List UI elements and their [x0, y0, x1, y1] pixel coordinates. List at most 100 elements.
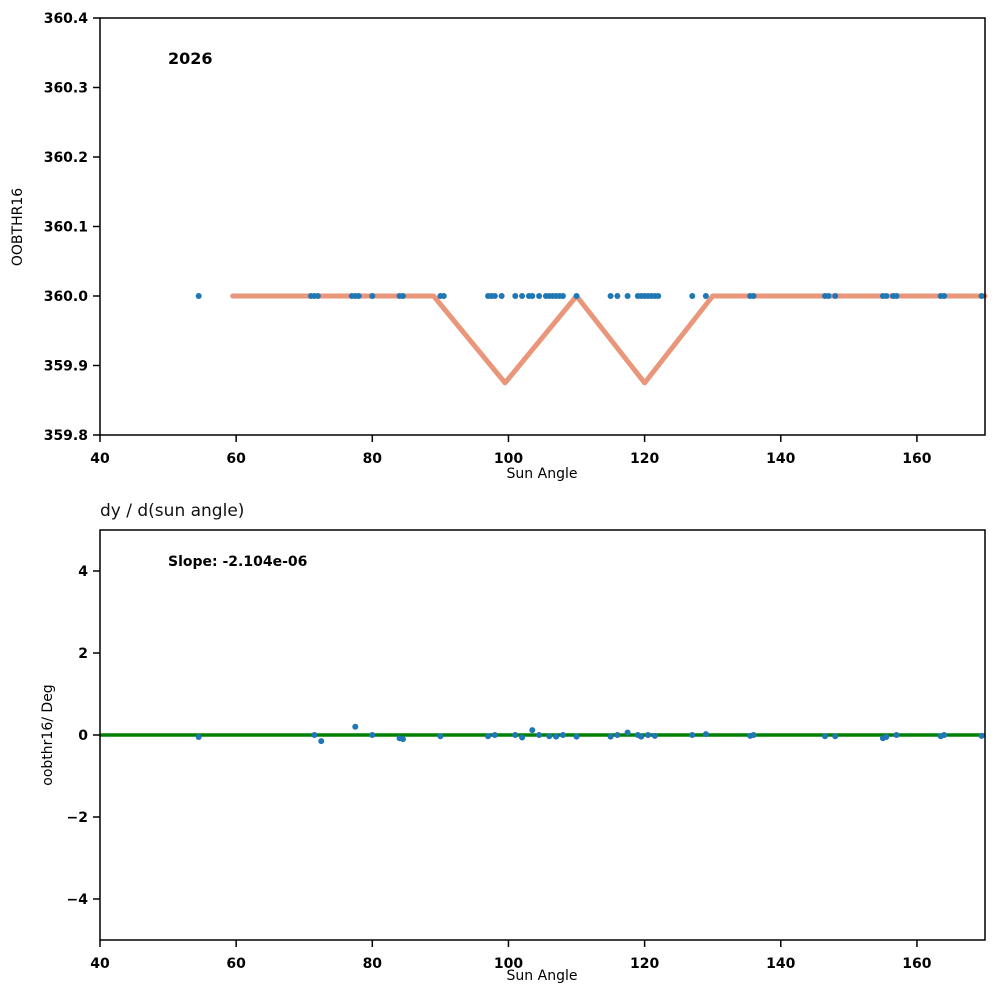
data-point — [941, 732, 948, 738]
x-tick-label: 80 — [363, 451, 383, 467]
data-point — [689, 732, 696, 738]
data-point — [573, 733, 580, 740]
y-tick-label: 359.9 — [44, 359, 88, 375]
data-point — [369, 732, 376, 738]
data-point — [825, 293, 832, 299]
bottom-chart-title: dy / d(sun angle) — [100, 501, 244, 521]
data-point — [614, 732, 621, 738]
data-point — [519, 293, 526, 299]
data-point — [536, 293, 543, 299]
data-point — [750, 293, 757, 299]
x-tick-label: 120 — [630, 451, 659, 467]
bottom-y-axis-label: oobthr16/ Deg — [40, 684, 56, 785]
data-point — [491, 293, 498, 299]
x-tick-label: 120 — [630, 956, 659, 972]
data-point — [512, 732, 519, 738]
data-point — [832, 293, 839, 299]
x-tick-label: 140 — [766, 956, 795, 972]
data-point — [832, 733, 839, 740]
data-point — [651, 732, 658, 739]
bottom-ticks-layer: 40 60 80 100 120 140 160 −4 −2 0 2 4 — [67, 564, 932, 972]
bottom-chart: dy / d(sun angle) 40 60 80 100 120 140 160−4−2… — [40, 501, 986, 984]
data-point — [195, 293, 202, 299]
data-point — [519, 734, 526, 741]
data-point — [883, 734, 890, 741]
data-point — [978, 293, 985, 299]
x-tick-label: 40 — [90, 956, 110, 972]
data-point — [536, 732, 543, 738]
data-point — [369, 293, 376, 299]
y-tick-label: 4 — [78, 564, 88, 580]
x-tick-label: 100 — [494, 956, 523, 972]
data-point — [529, 293, 536, 299]
y-tick-label: 2 — [78, 646, 88, 662]
data-point — [437, 733, 444, 740]
x-tick-label: 40 — [90, 451, 110, 467]
data-point — [559, 293, 566, 299]
y-tick-label: 360.0 — [44, 289, 89, 305]
data-point — [553, 733, 560, 740]
data-point — [638, 733, 645, 740]
data-point — [498, 293, 505, 299]
top-ticks-layer: 40 60 80 100 120 140 160 359.8 359.9 360.0 360.1 36… — [44, 11, 932, 467]
data-point — [624, 729, 631, 736]
data-point — [311, 732, 318, 738]
data-point — [607, 293, 614, 299]
data-point — [491, 732, 498, 738]
x-tick-label: 100 — [494, 451, 523, 467]
data-point — [573, 293, 580, 299]
data-point — [822, 733, 829, 740]
data-point — [655, 293, 662, 299]
data-point — [399, 293, 406, 299]
data-point — [314, 293, 321, 299]
data-point — [607, 733, 614, 740]
data-point — [941, 293, 948, 299]
data-point — [702, 293, 709, 299]
y-tick-label: −2 — [67, 810, 88, 826]
x-tick-label: 160 — [902, 956, 931, 972]
y-tick-label: 359.8 — [44, 428, 88, 444]
y-tick-label: 0 — [78, 728, 88, 744]
data-point — [195, 734, 202, 741]
y-tick-label: 360.1 — [44, 220, 88, 236]
data-point — [689, 293, 696, 299]
top-plot-border — [99, 17, 986, 436]
data-point — [624, 293, 631, 299]
top-y-axis-label: OOBTHR16 — [10, 188, 26, 266]
data-point — [559, 732, 566, 738]
data-point — [399, 736, 406, 743]
year-annotation: 2026 — [168, 49, 213, 68]
top-series-layer — [195, 293, 988, 386]
data-point — [750, 732, 757, 738]
x-tick-label: 140 — [766, 451, 795, 467]
data-point — [529, 727, 536, 734]
x-tick-label: 80 — [363, 956, 383, 972]
data-point — [978, 732, 985, 739]
data-point — [352, 723, 359, 730]
bottom-series-layer — [100, 723, 985, 745]
data-point — [614, 293, 621, 299]
data-point — [512, 293, 519, 299]
data-point — [645, 732, 652, 738]
data-point — [485, 733, 492, 740]
data-point — [702, 731, 709, 738]
slope-annotation: Slope: -2.104e-06 — [168, 554, 307, 570]
data-point — [893, 732, 900, 738]
y-tick-label: 360.3 — [44, 81, 88, 97]
data-point — [355, 293, 362, 299]
bottom-x-axis-label: Sun Angle — [507, 968, 578, 984]
y-tick-label: 360.2 — [44, 150, 88, 166]
x-tick-label: 60 — [226, 451, 246, 467]
y-tick-label: 360.4 — [44, 11, 89, 27]
data-point — [440, 293, 447, 299]
x-tick-label: 60 — [226, 956, 246, 972]
data-point — [893, 293, 900, 299]
data-point — [546, 733, 553, 740]
x-tick-label: 160 — [902, 451, 931, 467]
top-chart: 40 60 80 100 120 140 160 359.8 359.9 360.0 360.1 36… — [10, 11, 988, 482]
top-x-axis-label: Sun Angle — [507, 466, 578, 482]
y-tick-label: −4 — [67, 892, 89, 908]
model-fit-line — [230, 293, 988, 386]
data-point — [318, 738, 325, 745]
